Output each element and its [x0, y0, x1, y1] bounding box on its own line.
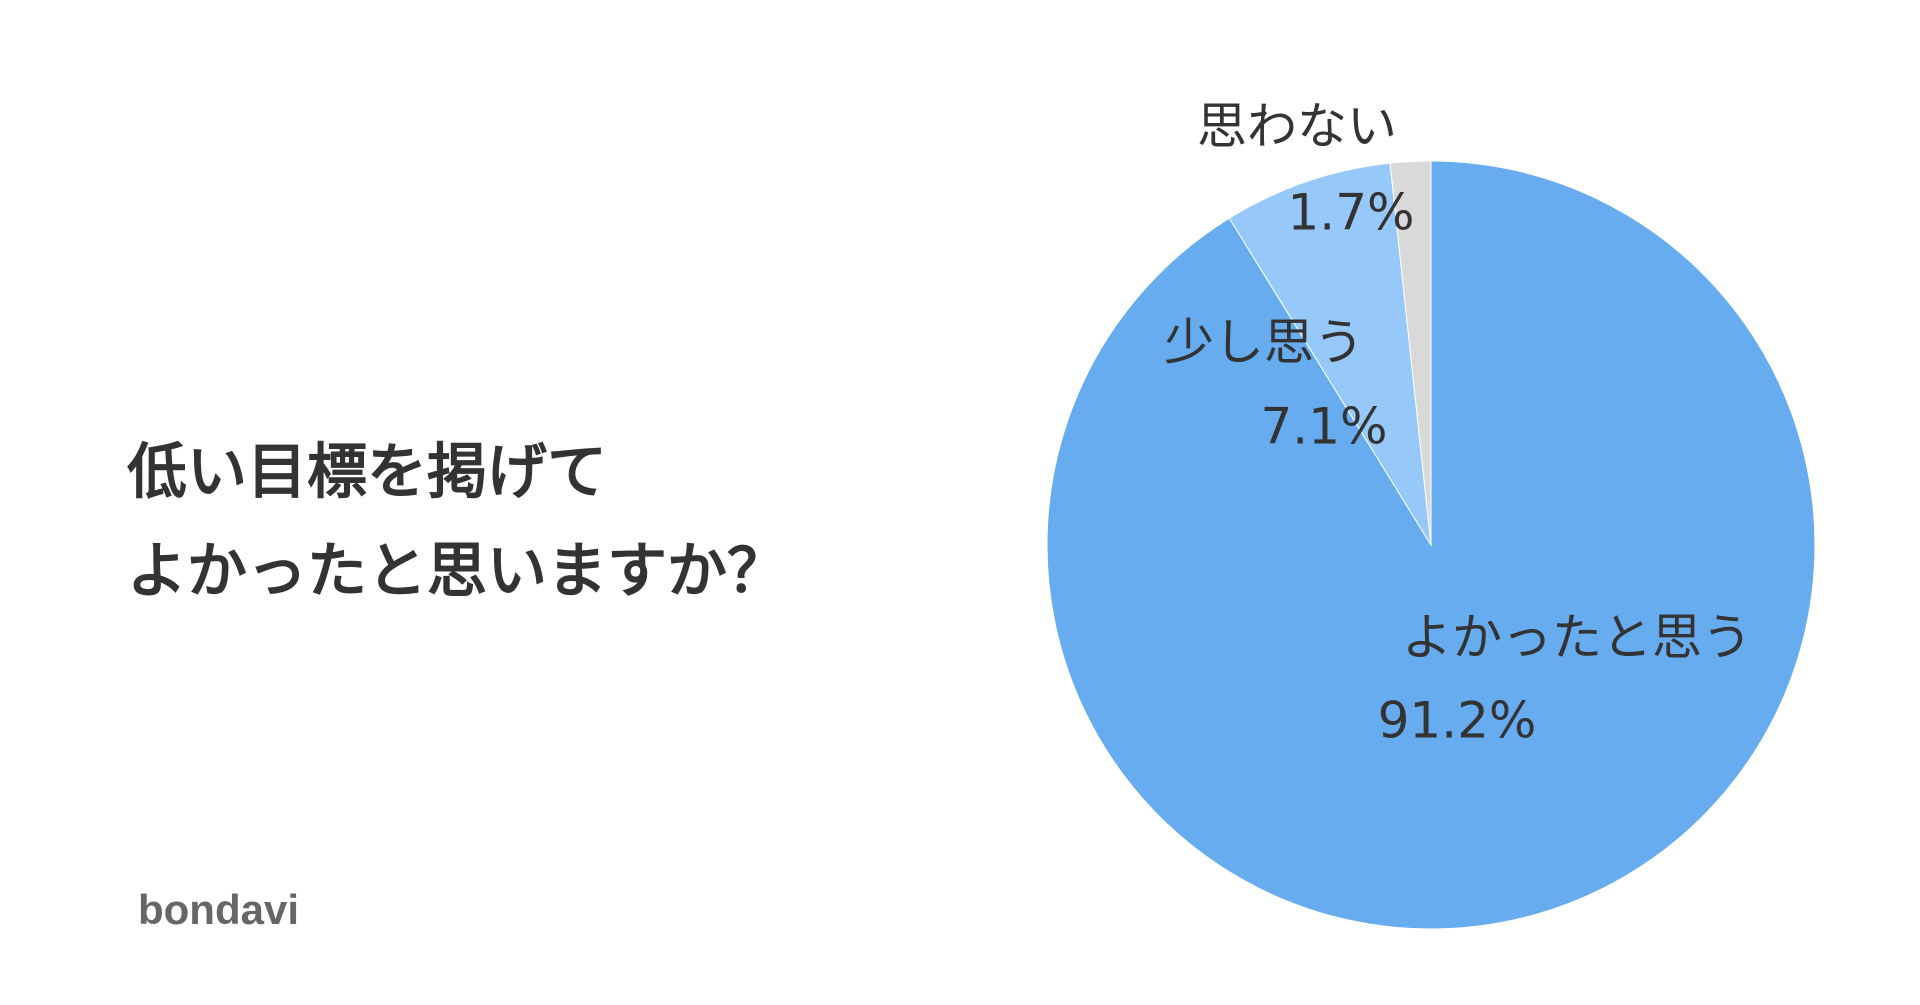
value-label: 1.7% [1287, 184, 1414, 242]
slice-label: 少し思う [1164, 314, 1364, 372]
pie-slice [1389, 160, 1432, 546]
pie-slice [1228, 162, 1432, 546]
slice-label: よかったと思う [1402, 609, 1752, 667]
slice-label: 思わない [1197, 98, 1397, 156]
value-label: 91.2% [1378, 692, 1537, 750]
value-label: 7.1% [1260, 398, 1387, 456]
chart-title: 低い目標を掲げて [127, 438, 607, 508]
chart-title: よかったと思いますか？ [127, 537, 787, 607]
watermark: bondavi [138, 886, 299, 933]
